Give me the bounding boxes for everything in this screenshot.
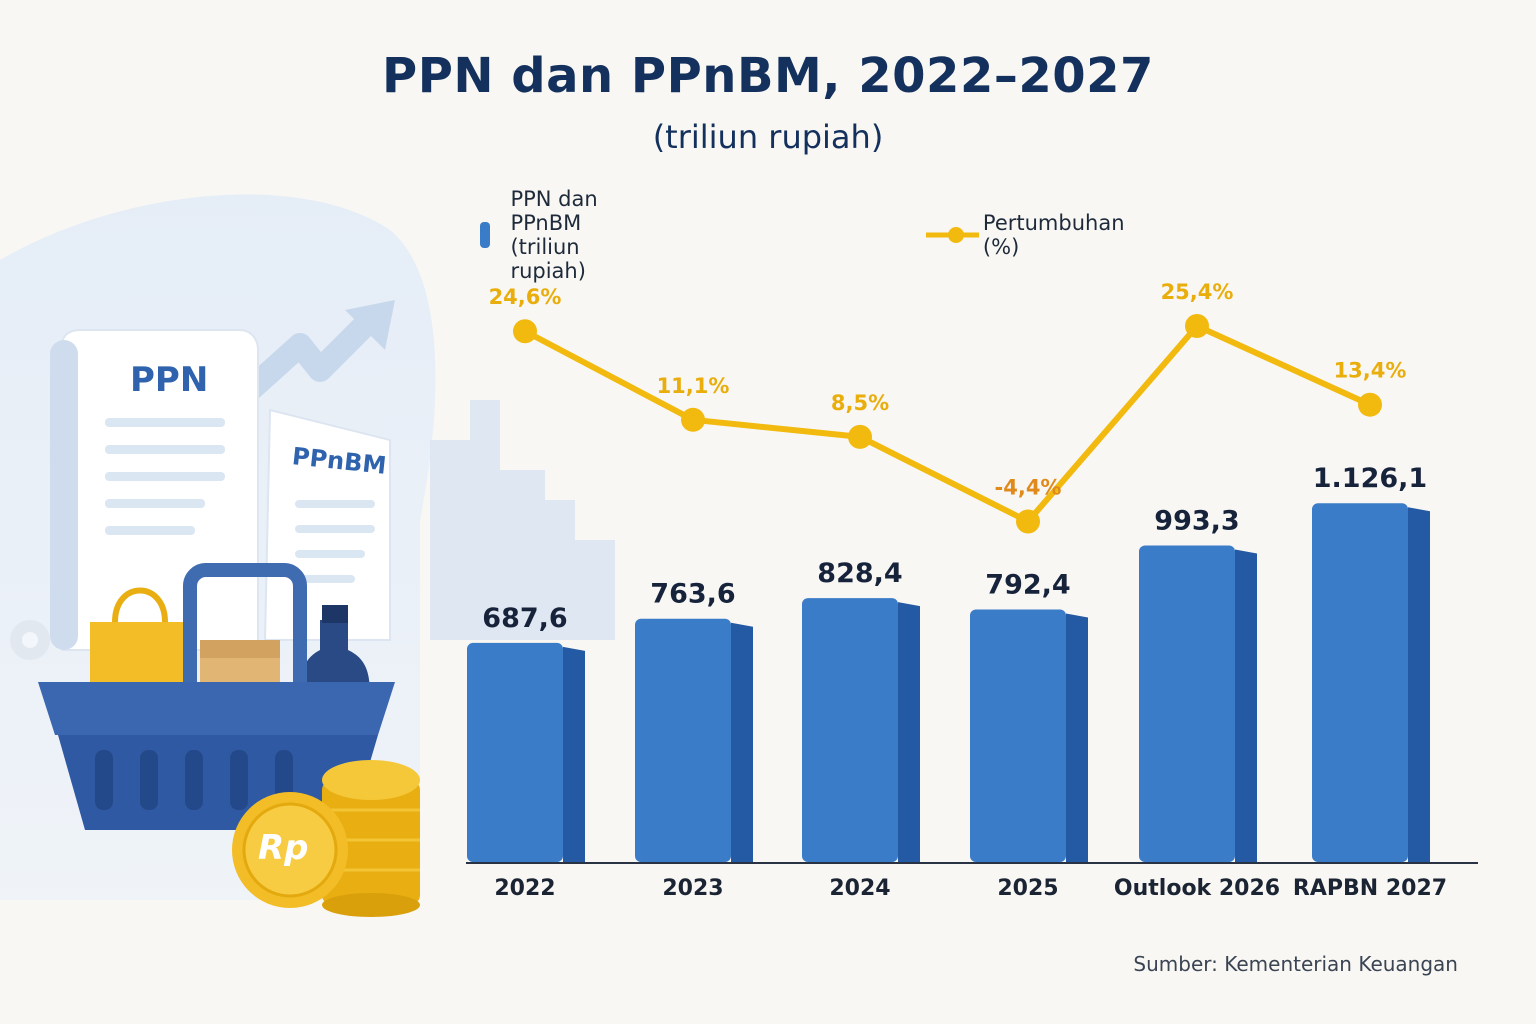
rupiah-coin-icon xyxy=(232,792,348,908)
growth-point-4 xyxy=(1185,314,1209,338)
bar-side-2 xyxy=(898,602,920,862)
bottle-icon xyxy=(300,605,370,700)
growth-point-0 xyxy=(513,319,537,344)
bar-side-3 xyxy=(1066,613,1088,862)
growth-point-5 xyxy=(1358,392,1382,417)
legend-bar-label: PPN dan PPnBM (triliun rupiah) xyxy=(510,187,598,283)
receipt-ppn-label: PPN xyxy=(130,360,209,400)
bar-0 xyxy=(467,642,563,862)
bar-2 xyxy=(802,598,898,862)
page-subtitle: (triliun rupiah) xyxy=(652,118,884,156)
bar-side-1 xyxy=(731,622,753,862)
category-label-1: 2023 xyxy=(662,876,723,901)
bar-5 xyxy=(1312,503,1408,862)
growth-point-2 xyxy=(848,424,872,449)
growth-point-3 xyxy=(1016,509,1040,534)
legend-line-label: Pertumbuhan (%) xyxy=(982,211,1125,259)
growth-label-5: 13,4% xyxy=(1334,359,1407,383)
category-label-2: 2024 xyxy=(829,876,890,901)
growth-label-4: 25,4% xyxy=(1161,280,1234,304)
category-label-4: Outlook 2026 xyxy=(1114,876,1280,901)
growth-arrow-icon xyxy=(241,311,379,399)
growth-line xyxy=(523,323,1372,525)
bar-1 xyxy=(635,618,731,862)
growth-label-2: 8,5% xyxy=(831,391,889,415)
legend-item-bar: PPN dan PPnBM (triliun rupiah) xyxy=(480,187,609,283)
bar-side-0 xyxy=(563,646,585,862)
source-note: Sumber: Kementerian Keuangan xyxy=(1133,952,1458,976)
bar-4 xyxy=(1139,545,1235,862)
category-label-0: 2022 xyxy=(494,876,555,901)
bar-value-label-4: 993,3 xyxy=(1154,506,1239,537)
growth-point-1 xyxy=(681,407,705,432)
bar-side-4 xyxy=(1235,549,1257,862)
coin-label: Rp xyxy=(258,828,309,868)
growth-label-1: 11,1% xyxy=(657,374,730,398)
legend-line-swatch xyxy=(926,227,979,243)
bar-value-label-5: 1.126,1 xyxy=(1313,463,1427,494)
bar-value-label-1: 763,6 xyxy=(650,579,735,610)
page-title: PPN dan PPnBM, 2022–2027 xyxy=(382,48,1154,104)
bar-side-5 xyxy=(1408,507,1430,862)
category-label-3: 2025 xyxy=(997,876,1058,901)
gear-icon xyxy=(10,620,50,660)
category-label-5: RAPBN 2027 xyxy=(1293,876,1447,901)
skyline-decoration xyxy=(430,400,615,640)
coin-stack-icon xyxy=(322,760,420,917)
arrow-head-icon xyxy=(345,300,395,350)
legend-item-line: Pertumbuhan (%) xyxy=(926,211,1136,259)
legend-bar-swatch xyxy=(480,222,491,248)
growth-label-3: -4,4% xyxy=(995,475,1062,499)
bar-value-label-3: 792,4 xyxy=(985,570,1070,601)
growth-label-0: 24,6% xyxy=(489,285,562,309)
bar-value-label-0: 687,6 xyxy=(482,603,567,634)
bar-3 xyxy=(970,609,1066,862)
bar-value-label-2: 828,4 xyxy=(817,558,902,589)
